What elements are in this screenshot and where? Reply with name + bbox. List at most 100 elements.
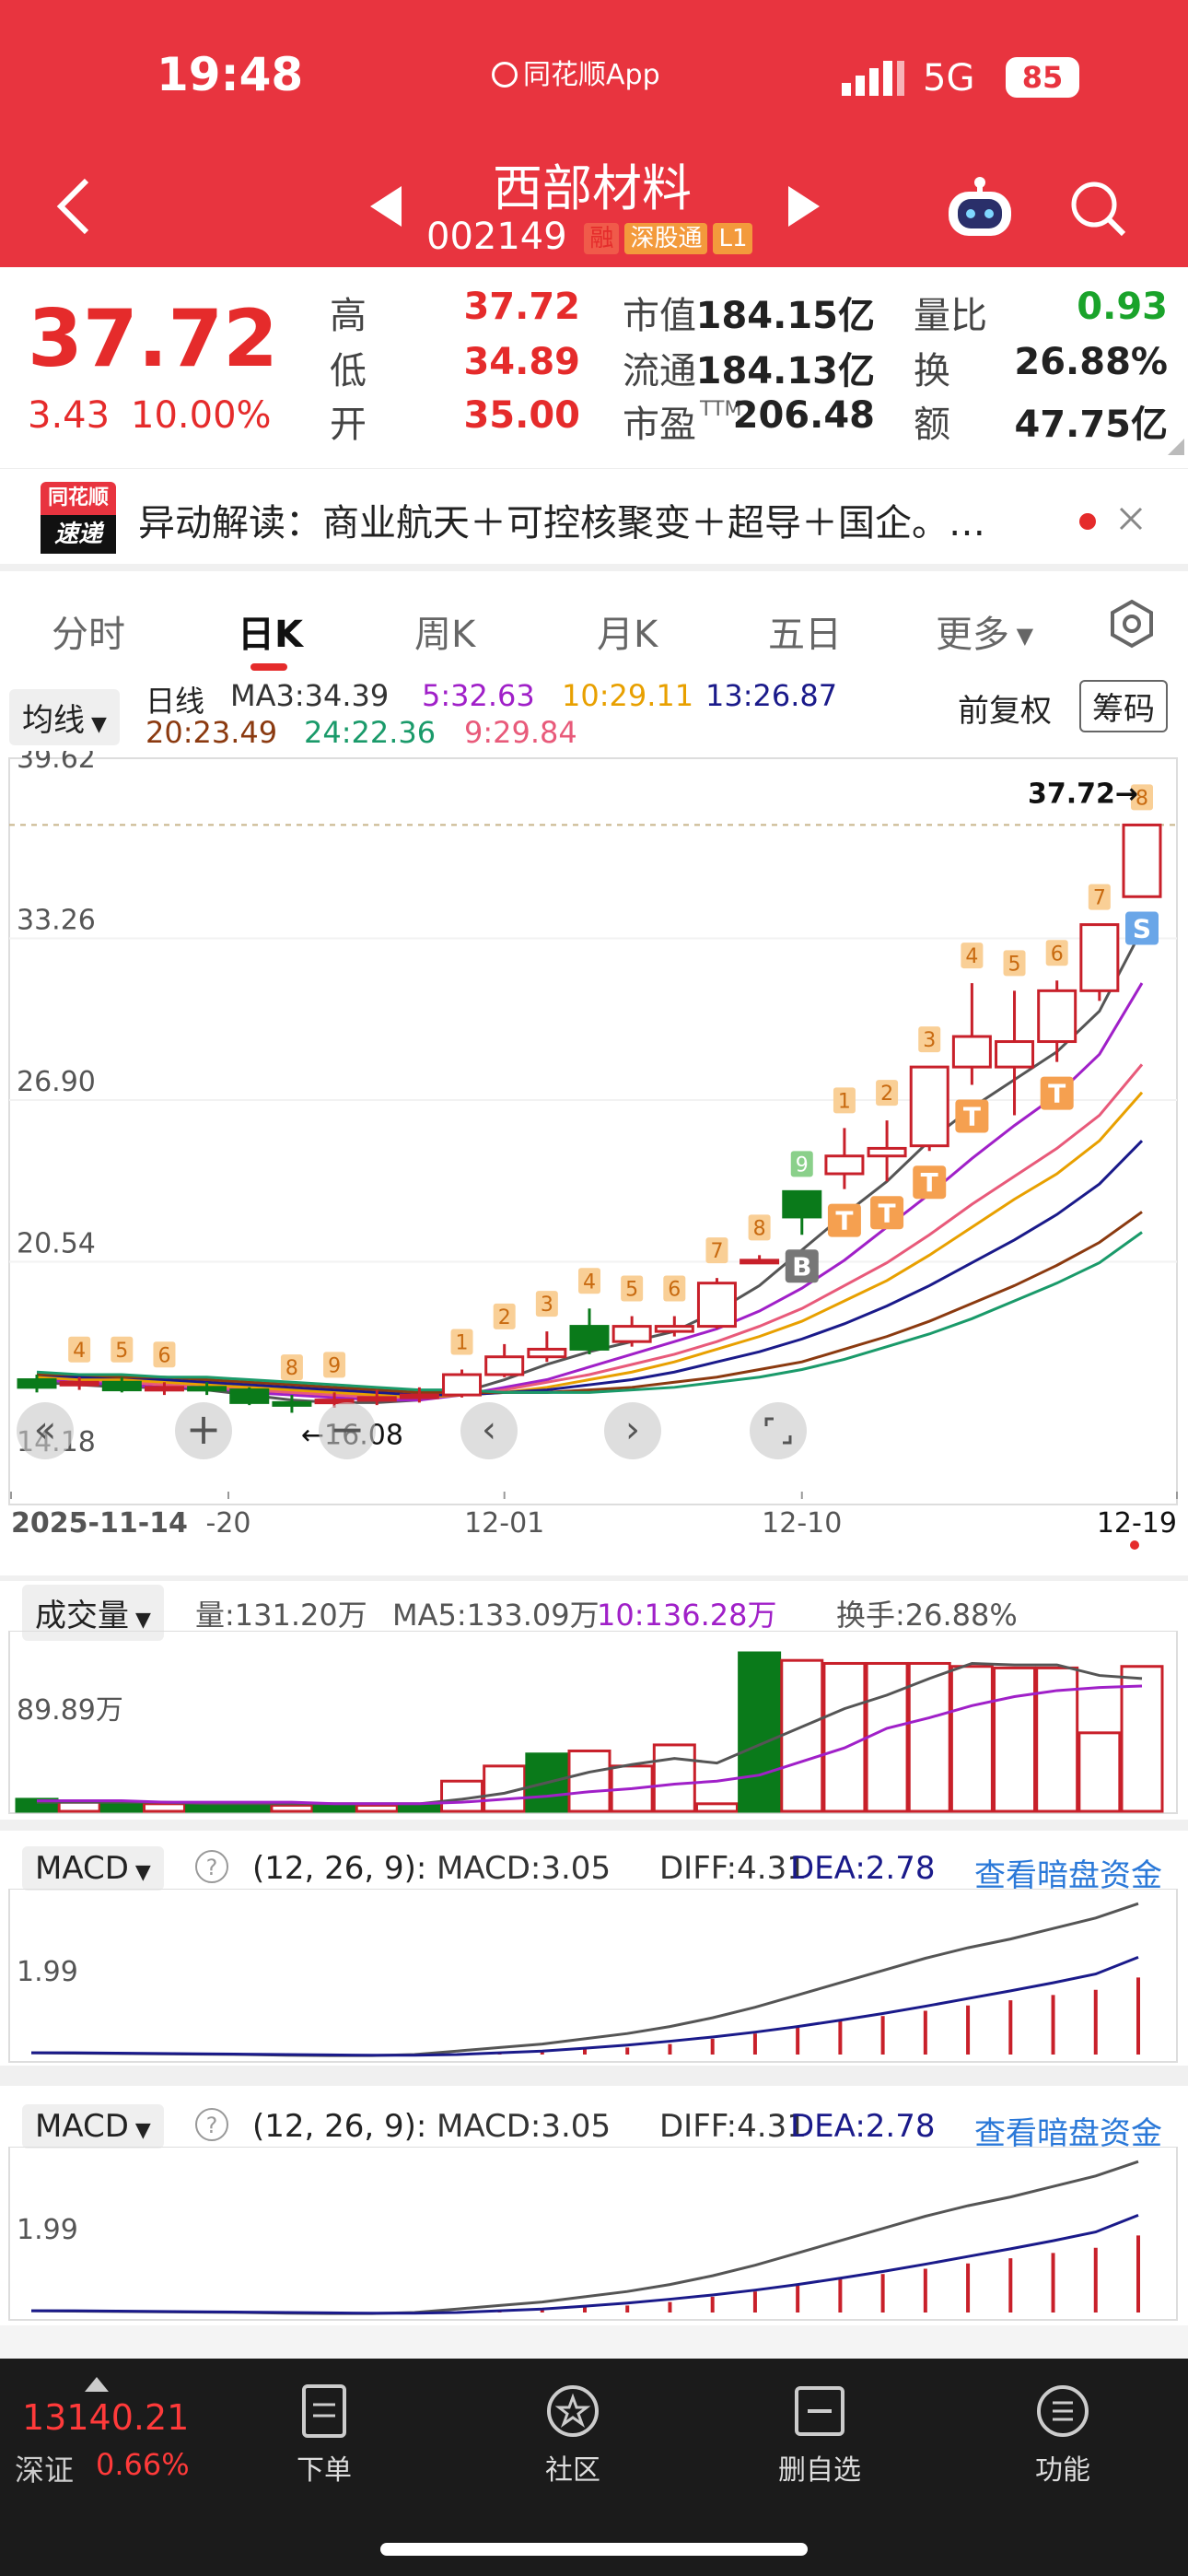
count-label: 3	[923, 1029, 936, 1052]
candle: 8	[740, 1214, 780, 1265]
candle	[399, 1387, 439, 1403]
tag-level: L1	[713, 223, 753, 254]
candle: 6	[144, 1341, 184, 1396]
index-value[interactable]: 13140.21	[22, 2397, 190, 2438]
tab-daily-k[interactable]: 日K	[238, 614, 303, 656]
x-tick-label: 12-10	[762, 1507, 842, 1540]
x-tick-label: 2025-11-14	[11, 1507, 188, 1540]
count-badge	[1088, 884, 1111, 910]
stat-value: 34.89	[463, 341, 580, 383]
volume-ma5-line	[37, 1661, 1143, 1806]
count-label: 2	[880, 1083, 893, 1106]
robot-assistant-icon[interactable]	[945, 175, 1015, 241]
zoom-in-button[interactable]: +	[175, 1402, 232, 1459]
community-icon	[547, 2385, 599, 2437]
tab-five-day[interactable]: 五日	[768, 614, 842, 656]
candle: 2	[484, 1303, 525, 1377]
y-tick-label: 39.62	[17, 751, 96, 775]
volume-legend-item: 10:136.28万	[597, 1598, 777, 1633]
ma-legend-item: MA3:34.39	[230, 678, 390, 713]
volume-bar	[312, 1803, 356, 1813]
tab-weekly-k[interactable]: 周K	[414, 614, 476, 656]
signal-label: S	[1133, 914, 1151, 944]
volume-bar	[142, 1802, 186, 1813]
adjust-mode[interactable]: 前复权	[958, 693, 1052, 730]
back-icon[interactable]	[55, 177, 92, 240]
nav-community[interactable]: 社区	[490, 2383, 656, 2488]
count-label: 5	[115, 1340, 128, 1363]
count-label: 4	[965, 945, 978, 968]
chips-button[interactable]: 筹码	[1079, 680, 1168, 732]
signal-badge	[1040, 1076, 1074, 1110]
candle: 7	[1079, 884, 1120, 1001]
settings-icon[interactable]	[1107, 599, 1157, 652]
tab-monthly-k[interactable]: 月K	[597, 614, 658, 656]
stat-label: 高	[330, 295, 367, 337]
stat-value: 0.93	[1077, 286, 1168, 328]
count-badge	[578, 1268, 600, 1294]
today-dot	[1130, 1540, 1139, 1550]
stat-label: 流通	[623, 350, 696, 392]
dropdown-icon: ▼	[128, 2119, 151, 2142]
current-price: 37.72	[28, 293, 279, 385]
expand-corner-icon[interactable]	[1168, 439, 1184, 459]
help-icon[interactable]: ?	[195, 2108, 228, 2141]
nav-functions[interactable]: 功能	[980, 2383, 1146, 2488]
macd-dropdown[interactable]: MACD ▼	[22, 2104, 164, 2149]
kline-chart[interactable]: 39.6233.2626.9020.5414.18456891234567891…	[0, 751, 1188, 1580]
ma-dropdown[interactable]: 均线 ▼	[9, 689, 120, 745]
signal-label: T	[963, 1101, 981, 1131]
candle-body	[101, 1380, 142, 1392]
signal-label: T	[835, 1206, 853, 1236]
search-icon[interactable]	[1068, 179, 1127, 241]
count-label: 6	[1051, 943, 1064, 966]
tab-intraday[interactable]: 分时	[52, 614, 125, 656]
count-badge	[535, 1291, 558, 1317]
candle-body	[611, 1325, 652, 1343]
count-label: 8	[753, 1217, 766, 1240]
volume-chart[interactable]: 89.89万	[0, 1631, 1188, 1815]
y-tick-label: 33.26	[17, 905, 96, 937]
stock-code-row: 002149 融深股通 L1	[426, 216, 753, 258]
next-page-button[interactable]: ›	[604, 1402, 661, 1459]
stat-label: 市值	[623, 295, 696, 337]
prev-page-button[interactable]: ‹	[460, 1402, 518, 1459]
macd-chart-2[interactable]: 1.99	[0, 2147, 1188, 2322]
diff-line	[30, 2160, 1139, 2315]
nav-remove-watchlist[interactable]: 删自选	[737, 2383, 903, 2488]
count-label: 1	[456, 1332, 469, 1355]
count-badge	[1003, 950, 1026, 977]
candle: 5	[995, 950, 1035, 1116]
count-badge	[961, 943, 984, 969]
candle	[17, 1375, 57, 1393]
ma-legend-item: 9:29.84	[464, 715, 577, 750]
candle-body	[442, 1373, 483, 1397]
count-badge	[748, 1214, 771, 1241]
volume-y-tick: 89.89万	[17, 1694, 123, 1727]
count-label: 1	[838, 1090, 851, 1113]
ma-legend-item: 5:32.63	[422, 678, 535, 713]
signal-badge	[913, 1165, 947, 1200]
zoom-out-button[interactable]: −	[319, 1402, 376, 1459]
close-icon[interactable]	[1118, 506, 1144, 535]
count-badge	[493, 1303, 516, 1329]
news-banner[interactable]: 同花顺 速递 异动解读：商业航天＋可控核聚变＋超导＋国企。…	[0, 468, 1188, 564]
candle: 8	[1122, 784, 1162, 898]
volume-frame	[8, 1631, 1178, 1814]
scroll-left-button[interactable]: «	[17, 1402, 74, 1459]
macd-dropdown-label: MACD	[35, 1850, 129, 1887]
help-icon[interactable]: ?	[195, 1850, 228, 1883]
count-label: 9	[796, 1153, 809, 1177]
volume-bar	[949, 1665, 994, 1813]
prev-stock-icon[interactable]	[370, 186, 402, 230]
macd-chart-1[interactable]: 1.99	[0, 1889, 1188, 2064]
tab-more[interactable]: 更多 ▼	[936, 614, 1034, 656]
y-tick-label: 26.90	[17, 1066, 96, 1098]
nav-order[interactable]: 下单	[241, 2383, 407, 2488]
macd-dropdown[interactable]: MACD ▼	[22, 1846, 164, 1891]
stat-value: 37.72	[463, 286, 580, 328]
candle-body	[356, 1396, 397, 1402]
candle: 6	[654, 1275, 694, 1337]
next-stock-icon[interactable]	[788, 186, 820, 230]
fullscreen-button[interactable]	[750, 1402, 807, 1459]
